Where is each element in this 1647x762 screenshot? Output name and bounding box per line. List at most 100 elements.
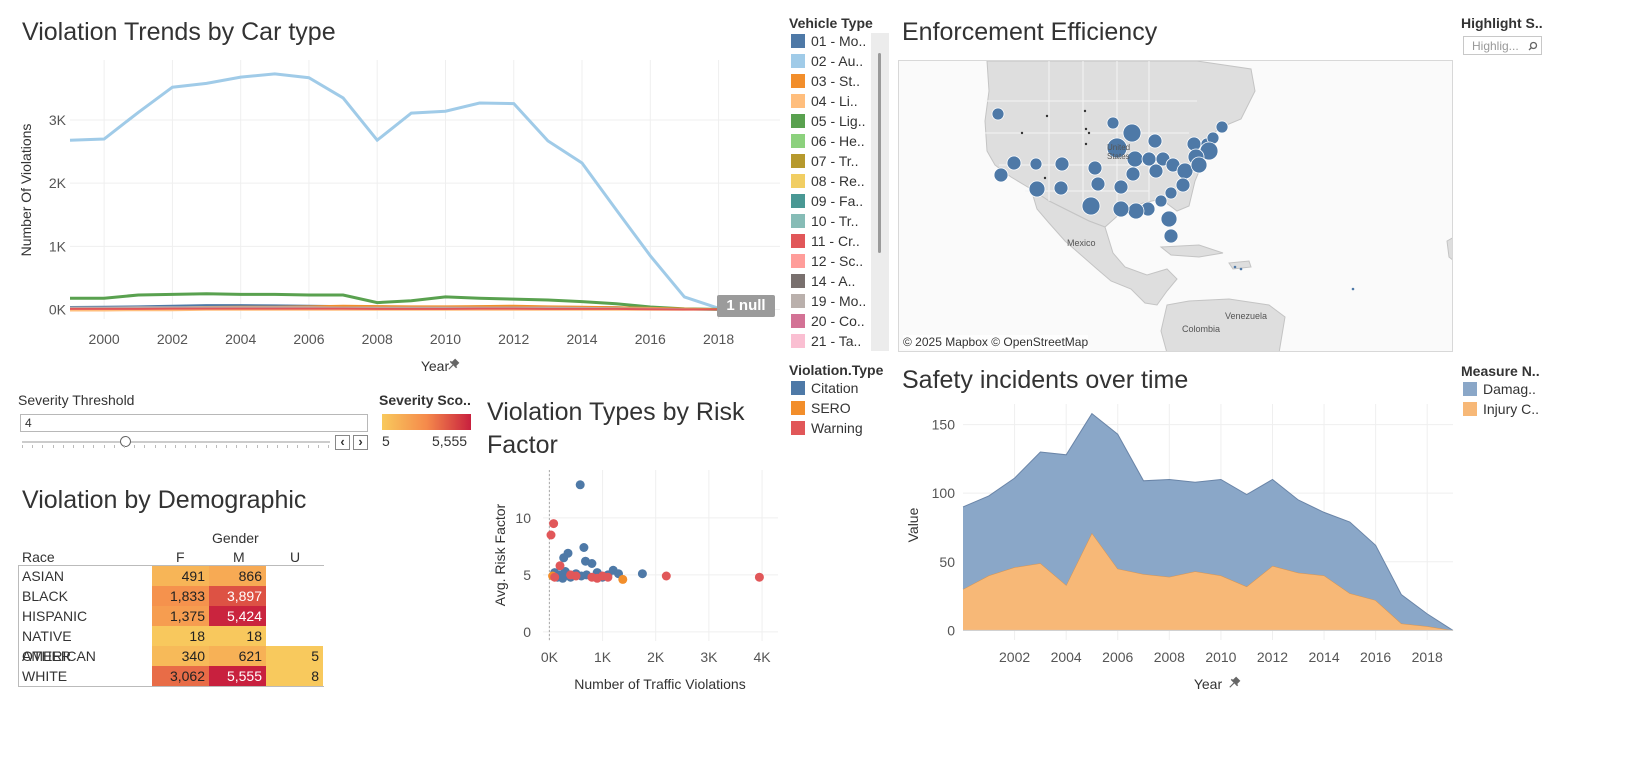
map-bubble[interactable] xyxy=(1148,163,1164,179)
heatmap-cell[interactable]: 3,062 xyxy=(152,666,209,686)
map-bubble[interactable] xyxy=(1147,133,1163,149)
measure-legend-item[interactable]: Injury C.. xyxy=(1463,401,1539,417)
vehicle-legend-item[interactable]: 08 - Re.. xyxy=(791,173,865,189)
map-frame[interactable]: © 2025 Mapbox © OpenStreetMap Mexico Ven… xyxy=(898,60,1453,352)
map-bubble[interactable] xyxy=(1141,151,1157,167)
scatter-point-warning[interactable] xyxy=(603,572,613,582)
area-chart[interactable]: 2002 2004 2006 2008 2010 2012 2014 2016 2018 0 50 1… xyxy=(898,400,1458,700)
vehicle-legend-item[interactable]: 14 - A.. xyxy=(791,273,855,289)
legend-scrollbar[interactable] xyxy=(871,33,889,351)
map-bubble[interactable] xyxy=(1081,196,1101,216)
map-bubble[interactable] xyxy=(1054,156,1070,172)
pin-icon[interactable] xyxy=(1227,676,1242,691)
heatmap-cell[interactable]: 8 xyxy=(266,666,323,686)
severity-slider-thumb[interactable] xyxy=(120,436,131,447)
scatter-point-warning[interactable] xyxy=(661,571,671,581)
severity-slider-track[interactable] xyxy=(22,441,330,443)
line-series-11[interactable] xyxy=(70,307,753,311)
vehicle-legend-item[interactable]: 12 - Sc.. xyxy=(791,253,863,269)
map-bubble[interactable] xyxy=(1160,210,1178,228)
pin-icon[interactable] xyxy=(446,358,461,373)
map-bubble[interactable] xyxy=(1163,228,1179,244)
scatter-point-citation[interactable] xyxy=(558,573,568,583)
violation-type-legend-item[interactable]: Warning xyxy=(791,420,863,436)
scatter-chart[interactable]: 0K 1K 2K 3K 4K 0 5 10 Avg. Risk Factor Number of … xyxy=(485,465,785,700)
area-series-damag[interactable] xyxy=(963,413,1453,631)
highlight-search[interactable]: Highlig... xyxy=(1463,36,1542,55)
slider-prev-button[interactable]: ‹ xyxy=(335,435,350,450)
map-bubble[interactable] xyxy=(1029,157,1043,171)
heatmap-cell[interactable]: 5,555 xyxy=(209,666,266,686)
vehicle-legend-item[interactable]: 11 - Cr.. xyxy=(791,233,860,249)
heatmap-cell[interactable]: 3,897 xyxy=(209,586,266,606)
vehicle-legend-item[interactable]: 21 - Ta.. xyxy=(791,333,861,349)
vehicle-legend-item[interactable]: 03 - St.. xyxy=(791,73,860,89)
map-small-marker[interactable] xyxy=(1233,265,1237,269)
scatter-point-sero[interactable] xyxy=(618,574,628,584)
scatter-point-citation[interactable] xyxy=(579,543,589,552)
null-badge[interactable]: 1 null xyxy=(717,295,775,317)
map-bubble[interactable] xyxy=(1028,180,1046,198)
violation-type-legend-item[interactable]: SERO xyxy=(791,400,851,416)
vehicle-legend-item[interactable]: 06 - He.. xyxy=(791,133,865,149)
heatmap-cell[interactable]: 5,424 xyxy=(209,606,266,626)
map-bubble[interactable] xyxy=(1106,116,1120,130)
scatter-point-warning[interactable] xyxy=(571,571,581,581)
vehicle-legend-item[interactable]: 20 - Co.. xyxy=(791,313,865,329)
vehicle-legend-item[interactable]: 10 - Tr.. xyxy=(791,213,858,229)
vehicle-legend-item[interactable]: 04 - Li.. xyxy=(791,93,858,109)
map-bubble[interactable] xyxy=(1190,156,1208,174)
map-bubble[interactable] xyxy=(1215,120,1229,134)
severity-threshold-input[interactable]: 4 xyxy=(20,414,368,432)
heatmap-cell[interactable]: 1,833 xyxy=(152,586,209,606)
heatmap-cell[interactable]: 18 xyxy=(209,626,266,646)
map-bubble[interactable] xyxy=(1106,137,1128,159)
line-chart[interactable]: 2000 2002 2004 2006 2008 2010 2012 2014 2016 2018… xyxy=(15,55,785,380)
scatter-point-warning[interactable] xyxy=(546,530,556,540)
heatmap-cell[interactable]: 5 xyxy=(266,646,323,666)
heatmap-cell[interactable]: 491 xyxy=(152,566,209,586)
scatter-point-warning[interactable] xyxy=(549,519,559,529)
heatmap-cell[interactable]: 1,375 xyxy=(152,606,209,626)
map-bubble[interactable] xyxy=(1122,123,1142,143)
vehicle-legend-item[interactable]: 07 - Tr.. xyxy=(791,153,858,169)
map-bubble[interactable] xyxy=(1053,180,1069,196)
map-bubble[interactable] xyxy=(1127,202,1145,220)
line-series-02[interactable] xyxy=(69,72,753,311)
map-small-marker[interactable] xyxy=(1351,287,1355,291)
scatter-point-citation[interactable] xyxy=(637,569,647,579)
map-bubble[interactable] xyxy=(1006,155,1022,171)
map-bubble[interactable] xyxy=(1090,176,1106,192)
scatter-point-citation[interactable] xyxy=(575,480,585,490)
scatter-point-warning[interactable] xyxy=(550,572,560,582)
vehicle-legend-item[interactable]: 02 - Au.. xyxy=(791,53,863,69)
map-small-marker[interactable] xyxy=(1239,267,1243,271)
map-bubble[interactable] xyxy=(1125,166,1141,182)
scatter-point-warning[interactable] xyxy=(754,572,764,582)
map-bubble[interactable] xyxy=(1154,194,1168,208)
vehicle-legend-item[interactable]: 09 - Fa.. xyxy=(791,193,863,209)
vehicle-legend-item[interactable]: 01 - Mo.. xyxy=(791,33,866,49)
slider-next-button[interactable]: › xyxy=(353,435,368,450)
violation-type-legend-item[interactable]: Citation xyxy=(791,380,858,396)
measure-legend-item[interactable]: Damag.. xyxy=(1463,381,1536,397)
heatmap-cell[interactable]: 866 xyxy=(209,566,266,586)
map-bubble[interactable] xyxy=(1175,177,1191,193)
search-icon[interactable] xyxy=(1528,41,1538,51)
vehicle-legend-item[interactable]: 19 - Mo.. xyxy=(791,293,866,309)
vehicle-legend-item[interactable]: 05 - Lig.. xyxy=(791,113,865,129)
map-bubble[interactable] xyxy=(1112,200,1130,218)
map-bubble[interactable] xyxy=(1087,160,1103,176)
map-bubble[interactable] xyxy=(991,107,1005,121)
legend-scroll-thumb[interactable] xyxy=(878,53,881,253)
heatmap-cell[interactable]: 18 xyxy=(152,626,209,646)
map-bubble[interactable] xyxy=(1176,162,1194,180)
scatter-point-warning[interactable] xyxy=(555,561,565,571)
map-attribution[interactable]: © 2025 Mapbox © OpenStreetMap xyxy=(903,335,1089,349)
map-bubble[interactable] xyxy=(1113,179,1129,195)
map-bubble[interactable] xyxy=(993,167,1009,183)
map-bubble[interactable] xyxy=(1164,186,1178,200)
area-series-injur[interactable] xyxy=(963,533,1453,631)
scatter-point-citation[interactable] xyxy=(587,559,597,568)
heatmap-cell[interactable]: 621 xyxy=(209,646,266,666)
